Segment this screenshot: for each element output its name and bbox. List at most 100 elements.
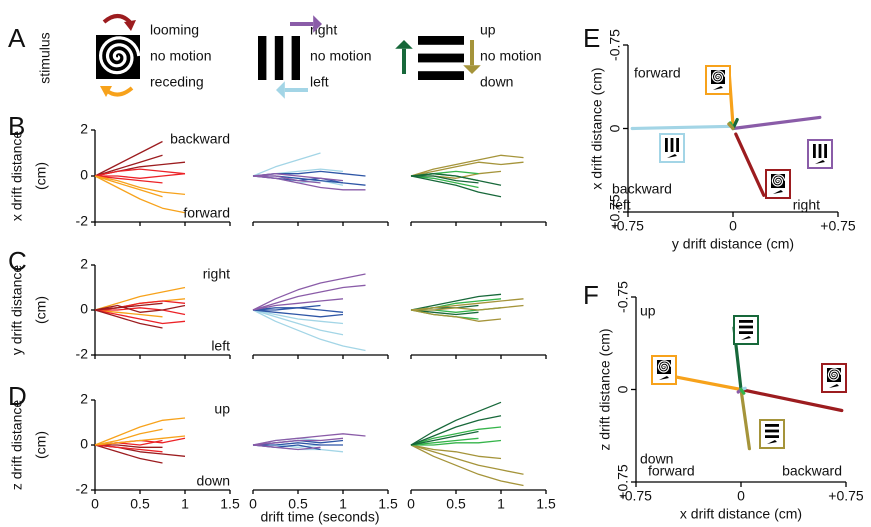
- stripe: [291, 36, 300, 80]
- stripe: [818, 144, 822, 158]
- drift-trace: [410, 415, 502, 446]
- drift-trace: [252, 173, 344, 182]
- drift-trace: [94, 286, 186, 311]
- stripe: [670, 138, 674, 152]
- y-tick-label: -0.75: [615, 281, 631, 313]
- x-tick-label: +0.75: [828, 488, 864, 504]
- mean-drift-vector: [727, 122, 735, 131]
- stimulus-arrow-head: [276, 81, 285, 99]
- x-tick-label: 1.5: [220, 496, 240, 512]
- drift-trace: [94, 309, 186, 325]
- drift-trace: [410, 298, 524, 311]
- direction-label: backward: [782, 463, 842, 479]
- x-tick-label: 0: [91, 496, 99, 512]
- mean-drift-vector: [630, 124, 735, 131]
- panel-letter: F: [583, 280, 599, 310]
- condition-icon-bird: [815, 160, 825, 164]
- mean-drift-vector: [734, 132, 766, 197]
- legend-label: looming: [150, 22, 199, 38]
- x-axis-label: y drift distance (cm): [672, 236, 794, 252]
- direction-label: down: [197, 473, 230, 489]
- drift-trace: [410, 293, 502, 311]
- direction-label: right: [203, 266, 230, 282]
- spiral-icon-line: [827, 368, 842, 381]
- y-tick-label: +0.75: [615, 464, 631, 500]
- drift-trace: [252, 309, 366, 352]
- condition-icon-bird: [659, 376, 669, 380]
- drift-trace: [95, 444, 163, 448]
- condition-icon-bird: [773, 190, 783, 194]
- stripe: [418, 36, 464, 45]
- drift-trace: [252, 273, 366, 311]
- y-tick-label: 0: [615, 385, 631, 393]
- drift-trace: [411, 175, 479, 184]
- drift-trace: [410, 430, 479, 446]
- x-tick-label: 0: [249, 496, 257, 512]
- panel-letter: B: [8, 111, 25, 141]
- stimulus-arrow-head: [463, 65, 481, 74]
- drift-trace: [94, 435, 186, 446]
- stripe: [258, 36, 267, 80]
- drift-trace: [410, 444, 524, 487]
- drift-trace: [410, 175, 479, 189]
- y-axis-unit: (cm): [33, 431, 49, 459]
- stripe: [274, 36, 284, 80]
- direction-label: forward: [648, 463, 695, 479]
- direction-label: forward: [634, 65, 681, 81]
- y-axis-label: z drift distance: [9, 400, 25, 490]
- x-axis-label: drift time (seconds): [260, 509, 379, 525]
- drift-trace: [410, 444, 524, 475]
- drift-trace: [410, 173, 502, 186]
- direction-label: left: [612, 197, 631, 213]
- drift-trace: [94, 302, 163, 311]
- drift-trace: [410, 161, 524, 177]
- mean-drift-vector: [739, 387, 751, 451]
- stimulus-arrow-head: [395, 40, 413, 49]
- y-axis-label: y drift distance: [9, 265, 25, 355]
- direction-label: up: [214, 401, 230, 417]
- x-tick-label: 0: [737, 488, 745, 504]
- y-tick-label: 0: [80, 167, 88, 183]
- condition-icon-bird: [829, 384, 839, 388]
- drift-trace: [94, 175, 163, 198]
- stripe: [739, 325, 753, 329]
- mean-drift-vector: [739, 387, 844, 413]
- x-tick-label: 1.5: [536, 496, 556, 512]
- y-axis-unit: (cm): [33, 162, 49, 190]
- x-axis-label: x drift distance (cm): [680, 506, 802, 522]
- drift-trace: [95, 307, 186, 316]
- stripe: [765, 424, 779, 427]
- drift-trace: [94, 304, 186, 313]
- x-tick-label: -0.75: [612, 218, 644, 234]
- stripe: [418, 71, 464, 80]
- drift-trace: [252, 309, 344, 325]
- x-tick-label: -0.75: [620, 488, 652, 504]
- stripe: [765, 429, 779, 433]
- spiral-icon-line: [657, 360, 672, 373]
- panel-letter: A: [8, 23, 26, 53]
- legend-label: no motion: [150, 48, 211, 64]
- legend-label: no motion: [310, 48, 371, 64]
- drift-trace: [410, 154, 524, 177]
- drift-trace: [252, 444, 321, 451]
- drift-trace: [410, 401, 502, 446]
- drift-trace: [252, 437, 344, 446]
- y-tick-label: 2: [80, 391, 88, 407]
- drift-trace: [94, 175, 163, 184]
- x-tick-label: 1: [181, 496, 189, 512]
- drift-trace: [411, 304, 524, 311]
- drift-trace: [95, 173, 186, 179]
- x-tick-label: 1: [339, 496, 347, 512]
- panel-letter: D: [8, 381, 27, 411]
- drift-trace: [94, 175, 186, 214]
- direction-label: up: [640, 303, 656, 319]
- y-tick-label: 2: [80, 256, 88, 272]
- drift-trace: [252, 298, 344, 311]
- direction-label: left: [211, 338, 230, 354]
- drift-trace: [94, 154, 163, 177]
- stripe: [418, 53, 464, 63]
- stripe: [813, 144, 816, 158]
- y-tick-label: 0: [80, 436, 88, 452]
- stripe: [739, 320, 753, 323]
